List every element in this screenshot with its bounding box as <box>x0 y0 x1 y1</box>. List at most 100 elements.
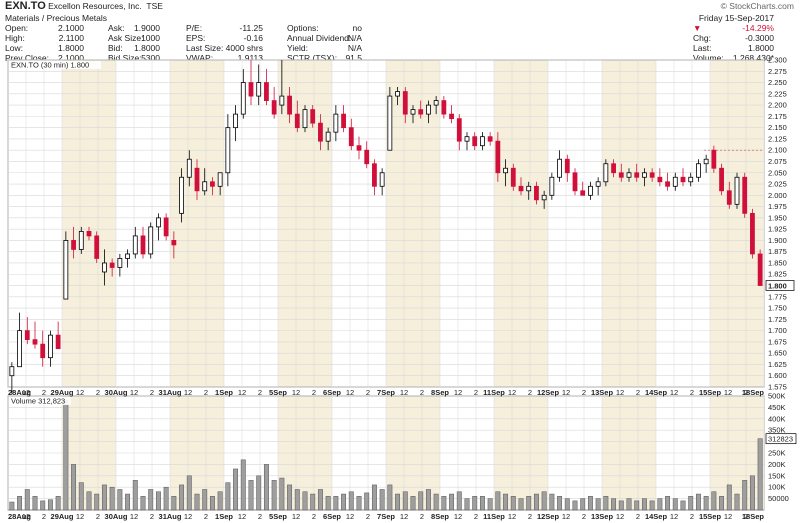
x-tick-label: 12 <box>562 388 570 397</box>
candle-body <box>17 330 22 368</box>
candle-body <box>603 163 609 183</box>
price-tick-label: 1.675 <box>768 337 787 346</box>
candle-body <box>426 104 431 115</box>
price-tick-label: 1.575 <box>768 383 787 392</box>
last-volume-tag <box>765 433 797 445</box>
candle-body <box>132 235 138 255</box>
volume-bar <box>9 501 15 511</box>
candle-body <box>557 158 562 178</box>
volume-bar <box>510 496 516 511</box>
x-tick-label: 2 <box>690 512 694 521</box>
x-tick-label: 2 <box>420 388 424 397</box>
volume-bar <box>572 500 578 511</box>
volume-bar <box>186 475 192 511</box>
candle-body <box>125 253 130 259</box>
right-table-value: -0.3000 <box>745 33 774 43</box>
x-tick-label: 12 <box>346 388 354 397</box>
opt-table-label: Annual Dividend: <box>287 33 352 43</box>
volume-tick-label: 350K <box>768 426 786 435</box>
volume-bar <box>557 496 563 511</box>
candle-body <box>680 176 686 183</box>
x-tick-label: 2 <box>582 388 586 397</box>
candle-body <box>672 176 678 187</box>
candle-body <box>109 262 115 268</box>
pe-table-value: 1.9113 <box>237 53 263 63</box>
x-tick-label: 12 <box>616 388 624 397</box>
exchange: TSE <box>146 1 163 11</box>
right-table-value: 1.8000 <box>748 43 774 53</box>
candle-body <box>518 185 524 192</box>
x-tick-label: 5Sep <box>269 388 287 397</box>
last-price-tag <box>765 280 795 291</box>
candle-body <box>588 185 593 196</box>
volume-bar <box>672 498 678 511</box>
x-tick-label: 6Sep <box>323 388 341 397</box>
right-table-label: Volume: <box>693 53 724 63</box>
volume-bar <box>302 491 308 511</box>
volume-bar <box>364 492 370 511</box>
candle-body <box>294 113 300 129</box>
volume-bar <box>533 493 539 511</box>
candle-body <box>487 136 493 142</box>
volume-bar <box>665 496 671 511</box>
volume-bar <box>618 500 624 511</box>
volume-bar <box>248 480 254 511</box>
pe-table-label: VWAP: <box>186 53 214 63</box>
x-tick-label: 12 <box>346 512 354 521</box>
candle-body <box>734 176 740 205</box>
volume-bar <box>47 499 53 511</box>
pe-table-value: 4000 shrs <box>225 43 263 53</box>
candle-body <box>171 240 177 246</box>
candle-body <box>48 334 53 359</box>
x-tick-label: 14Sep <box>645 512 668 521</box>
opt-table-value: N/A <box>347 33 362 43</box>
volume-bar <box>518 498 524 511</box>
volume-tick-label: 50000 <box>768 494 789 503</box>
candle-body <box>387 95 393 151</box>
volume-bar <box>634 500 640 511</box>
volume-bar <box>395 493 401 511</box>
opt-table-value: N/A <box>347 43 362 53</box>
candle-body <box>472 136 478 147</box>
candle-body <box>40 343 46 359</box>
candle-body <box>86 230 92 237</box>
volume-bar <box>449 493 455 511</box>
x-tick-label: 2 <box>96 388 100 397</box>
candle-body <box>264 82 269 101</box>
volume-bar <box>464 498 470 511</box>
x-tick-label: 12 <box>130 512 138 521</box>
volume-bar <box>202 489 208 511</box>
candle-body <box>325 131 331 142</box>
x-tick-label: 29Aug <box>51 512 74 521</box>
volume-bar <box>726 484 732 511</box>
x-tick-label: 5Sep <box>269 512 287 521</box>
x-tick-label: 2 <box>96 512 100 521</box>
x-tick-label: 2 <box>474 388 478 397</box>
price-tick-label: 1.700 <box>768 326 787 335</box>
opt-table-value: no <box>352 23 362 33</box>
candle-body <box>24 330 30 341</box>
x-tick-label: 6Sep <box>323 512 341 521</box>
x-tick-label: 12 <box>670 388 678 397</box>
volume-bar <box>503 493 509 511</box>
price-tick-label: 2.100 <box>768 146 787 155</box>
volume-label-bg <box>9 397 71 405</box>
candle-body <box>240 82 246 115</box>
candle-body <box>580 190 586 196</box>
mid-table-value: 1000 <box>141 33 160 43</box>
candle-body <box>256 82 262 97</box>
candle-body <box>194 167 200 192</box>
candle-body <box>372 163 377 187</box>
candle-body <box>318 122 323 142</box>
candle-body <box>395 91 400 97</box>
volume-bar <box>603 496 609 511</box>
mid-table-value: 1.9000 <box>134 23 160 33</box>
price-tick-label: 2.000 <box>768 191 787 200</box>
price-tick-label: 1.625 <box>768 360 787 369</box>
volume-bar <box>711 491 717 511</box>
volume-bar <box>263 464 269 511</box>
price-tick-label: 1.875 <box>768 247 787 256</box>
x-tick-label: 30Aug <box>105 388 128 397</box>
x-tick-label: 12 <box>508 512 516 521</box>
candle-body <box>271 100 277 115</box>
